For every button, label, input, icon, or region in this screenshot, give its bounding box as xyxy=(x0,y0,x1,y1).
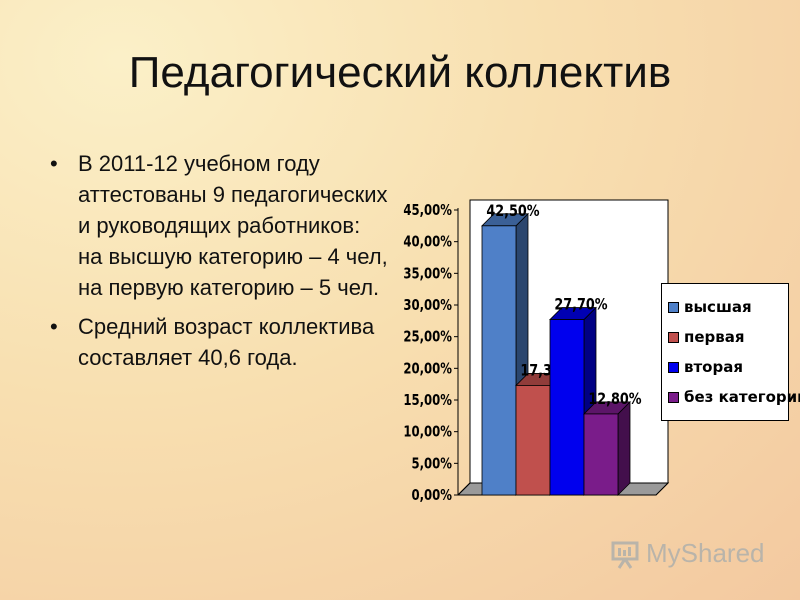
y-tick-label: 30,00% xyxy=(403,298,452,315)
y-tick-label: 40,00% xyxy=(403,234,452,251)
y-tick-label: 45,00% xyxy=(403,203,452,220)
bar xyxy=(481,225,517,496)
bullet-text: Средний возраст коллектива составляет 40… xyxy=(78,314,375,370)
chart-legend: высшая первая вторая без категории xyxy=(661,283,800,421)
slide-title: Педагогический коллектив xyxy=(128,48,672,97)
presentation-board-icon xyxy=(611,541,639,569)
legend-swatch xyxy=(668,301,679,313)
legend-label: вторая xyxy=(684,358,743,376)
legend-item: без категории xyxy=(668,382,800,412)
bullet-marker: • xyxy=(50,151,58,176)
bar xyxy=(549,319,585,496)
bar xyxy=(583,413,619,496)
y-tick-label: 15,00% xyxy=(403,393,452,410)
y-tick-label: 20,00% xyxy=(403,361,452,378)
bullet-item: • В 2011-12 учебном году аттестованы 9 п… xyxy=(50,148,390,303)
y-tick-label: 35,00% xyxy=(403,266,452,283)
bar-side xyxy=(617,400,631,496)
legend-swatch xyxy=(668,331,679,343)
y-tick-label: 0,00% xyxy=(411,488,452,505)
legend-item: высшая xyxy=(668,292,788,322)
bullet-item: • Средний возраст коллектива составляет … xyxy=(50,311,390,373)
y-axis-depth xyxy=(457,482,471,496)
legend-swatch xyxy=(668,391,679,403)
legend-item: вторая xyxy=(668,352,788,382)
bar xyxy=(515,385,551,496)
legend-label: первая xyxy=(684,328,745,346)
watermark-text: MyShared xyxy=(646,538,765,568)
bar-chart: 0,00% 5,00% 10,00% 15,00% 20,00% 25,00% 30,00%… xyxy=(403,199,670,505)
bullet-list: • В 2011-12 учебном году аттестованы 9 п… xyxy=(50,148,390,381)
data-label: 12,80% xyxy=(588,391,642,409)
data-label: 42,50% xyxy=(486,203,540,221)
watermark-logo: MyShared xyxy=(610,538,765,569)
legend-label: без категории xyxy=(684,388,800,406)
y-tick-label: 10,00% xyxy=(403,424,452,441)
legend-label: высшая xyxy=(684,298,752,316)
bullet-marker: • xyxy=(50,314,58,339)
legend-item: первая xyxy=(668,322,788,352)
legend-swatch xyxy=(668,361,679,373)
data-label: 27,70% xyxy=(554,296,608,314)
bullet-text: В 2011-12 учебном году аттестованы 9 пед… xyxy=(78,151,388,300)
y-tick-label: 25,00% xyxy=(403,329,452,346)
y-tick-label: 5,00% xyxy=(411,456,452,473)
